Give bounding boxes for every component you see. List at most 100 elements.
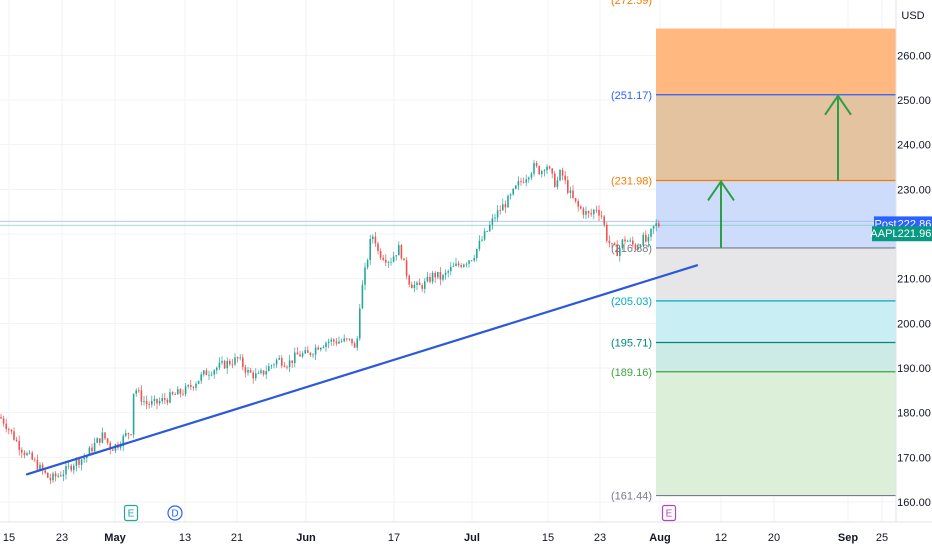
candle-body bbox=[494, 217, 496, 219]
candle-body bbox=[522, 181, 525, 183]
candle-body bbox=[572, 190, 574, 199]
candle-body bbox=[62, 474, 65, 477]
time-tick-label: Jun bbox=[296, 532, 316, 544]
candle-body bbox=[15, 439, 18, 441]
target-arrow[interactable] bbox=[824, 94, 852, 181]
candle-body bbox=[197, 380, 200, 384]
candle-body bbox=[629, 240, 631, 242]
candle-body bbox=[288, 360, 291, 368]
candle-body bbox=[533, 163, 535, 174]
candle-body bbox=[476, 248, 478, 259]
candle-body bbox=[249, 370, 252, 373]
candle-body bbox=[541, 171, 543, 175]
candle-body bbox=[400, 245, 403, 259]
candle-body bbox=[489, 224, 491, 232]
candle-body bbox=[439, 271, 442, 280]
candle-body bbox=[200, 374, 202, 381]
candle-body bbox=[312, 354, 314, 356]
time-tick-label: 15 bbox=[542, 532, 554, 544]
time-axis-background bbox=[0, 522, 932, 550]
candle-body bbox=[205, 370, 208, 376]
candle-body bbox=[143, 401, 145, 402]
currency-label[interactable]: USD bbox=[901, 10, 924, 22]
candle-body bbox=[239, 357, 241, 359]
candle-body bbox=[260, 370, 262, 373]
candle-body bbox=[265, 371, 267, 375]
candle-body bbox=[195, 383, 197, 388]
fib-level-label: (195.71) bbox=[611, 337, 652, 349]
dividend-marker[interactable]: D bbox=[167, 505, 183, 521]
candle-body bbox=[450, 266, 452, 272]
last-price-tag: AAPL 221.96 bbox=[870, 226, 932, 242]
candle-body bbox=[242, 357, 244, 368]
candle-body bbox=[67, 465, 70, 467]
candle-body bbox=[294, 352, 296, 364]
candle-body bbox=[171, 392, 174, 395]
candle-body bbox=[535, 163, 538, 167]
candle-body bbox=[385, 259, 387, 263]
candle-body bbox=[109, 442, 111, 450]
candle-body bbox=[348, 338, 351, 340]
candle-body bbox=[434, 272, 436, 278]
candle-body bbox=[517, 181, 520, 186]
price-tick-label: 200.00 bbox=[897, 318, 931, 330]
candle-body bbox=[564, 175, 566, 181]
target-arrow[interactable] bbox=[707, 179, 735, 248]
time-tick-label: 20 bbox=[768, 532, 780, 544]
candle-body bbox=[299, 354, 301, 357]
candle-body bbox=[226, 360, 228, 369]
candle-body bbox=[203, 370, 205, 375]
candle-body bbox=[507, 195, 509, 208]
candle-body bbox=[478, 240, 481, 249]
candle-body bbox=[291, 360, 293, 364]
candle-body bbox=[127, 433, 130, 435]
candle-body bbox=[314, 347, 317, 355]
fib-fill-zones bbox=[656, 28, 896, 496]
candle-body bbox=[346, 338, 348, 340]
candle-body bbox=[52, 473, 54, 481]
candle-body bbox=[548, 166, 551, 169]
fib-zone bbox=[656, 180, 896, 248]
candle-body bbox=[444, 272, 447, 275]
fib-zone bbox=[656, 342, 896, 372]
candle-body bbox=[509, 194, 512, 196]
time-axis[interactable]: 15 23 May 13 21 Jun 17 Jul 15 23 Aug 12 20 Sep 25 bbox=[3, 532, 888, 544]
candle-body bbox=[460, 265, 462, 267]
support-trendline[interactable] bbox=[25, 264, 699, 476]
candle-body bbox=[327, 341, 330, 343]
target-arrows[interactable] bbox=[707, 94, 852, 248]
candle-body bbox=[273, 364, 275, 366]
candle-body bbox=[192, 386, 195, 388]
candle-body bbox=[611, 243, 613, 244]
candle-body bbox=[91, 447, 93, 452]
earnings-upcoming-marker[interactable]: E bbox=[661, 504, 677, 522]
candle-body bbox=[424, 281, 426, 289]
candle-body bbox=[301, 353, 304, 357]
candle-body bbox=[645, 234, 647, 242]
candle-body bbox=[554, 173, 556, 187]
time-tick-label: 13 bbox=[179, 532, 191, 544]
earnings-marker[interactable]: E bbox=[123, 504, 139, 522]
candle-body bbox=[455, 263, 457, 267]
candle-body bbox=[156, 398, 158, 404]
candle-body bbox=[655, 223, 657, 227]
candle-body bbox=[229, 360, 231, 365]
candle-body bbox=[626, 241, 629, 243]
price-tick-label: 240.00 bbox=[897, 140, 931, 152]
candle-body bbox=[642, 234, 644, 246]
last-price-value: 221.96 bbox=[898, 228, 932, 240]
time-tick-label: Jul bbox=[464, 532, 480, 544]
candle-body bbox=[31, 452, 33, 460]
time-tick-label: May bbox=[104, 532, 126, 544]
time-tick-label: 15 bbox=[3, 532, 15, 544]
candle-body bbox=[525, 179, 527, 183]
fib-zone bbox=[656, 371, 896, 496]
candle-body bbox=[382, 257, 384, 260]
time-tick-label: 12 bbox=[715, 532, 727, 544]
trendline[interactable] bbox=[25, 264, 699, 476]
candle-body bbox=[574, 198, 577, 202]
fib-zone bbox=[656, 247, 896, 301]
event-marker-label: D bbox=[171, 509, 178, 520]
